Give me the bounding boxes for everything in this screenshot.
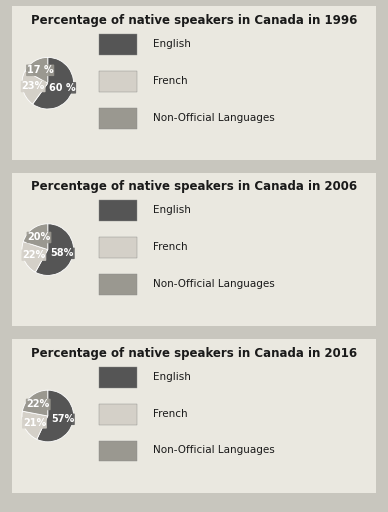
Text: 23%: 23% [22,81,45,92]
Text: Percentage of native speakers in Canada in 1996: Percentage of native speakers in Canada … [31,14,357,27]
Wedge shape [33,57,74,109]
Wedge shape [22,242,48,272]
Text: 22%: 22% [27,399,50,410]
Text: Non-Official Languages: Non-Official Languages [153,279,275,289]
Text: French: French [153,76,188,86]
Text: Percentage of native speakers in Canada in 2006: Percentage of native speakers in Canada … [31,181,357,194]
Wedge shape [22,411,48,439]
Text: 22%: 22% [22,250,45,260]
Text: Non-Official Languages: Non-Official Languages [153,445,275,455]
Text: English: English [153,205,191,215]
Text: English: English [153,39,191,49]
FancyBboxPatch shape [99,274,137,295]
Text: English: English [153,372,191,381]
Wedge shape [35,224,74,275]
FancyBboxPatch shape [99,440,137,461]
Wedge shape [22,71,48,104]
FancyBboxPatch shape [99,404,137,424]
Text: 17 %: 17 % [27,66,54,75]
Wedge shape [25,57,48,83]
Text: Non-Official Languages: Non-Official Languages [153,113,275,122]
Text: Percentage of native speakers in Canada in 2016: Percentage of native speakers in Canada … [31,347,357,360]
FancyBboxPatch shape [99,367,137,388]
FancyBboxPatch shape [99,71,137,92]
Text: French: French [153,409,188,418]
Wedge shape [37,390,74,442]
Text: French: French [153,242,188,252]
FancyBboxPatch shape [99,238,137,258]
Text: 58%: 58% [50,248,74,259]
Text: 20%: 20% [27,232,50,243]
Text: 57%: 57% [51,414,74,424]
Text: 21%: 21% [23,418,46,428]
FancyBboxPatch shape [99,34,137,55]
Wedge shape [23,224,48,250]
Text: 60 %: 60 % [49,83,75,93]
FancyBboxPatch shape [99,108,137,129]
FancyBboxPatch shape [99,201,137,221]
Wedge shape [23,390,48,416]
